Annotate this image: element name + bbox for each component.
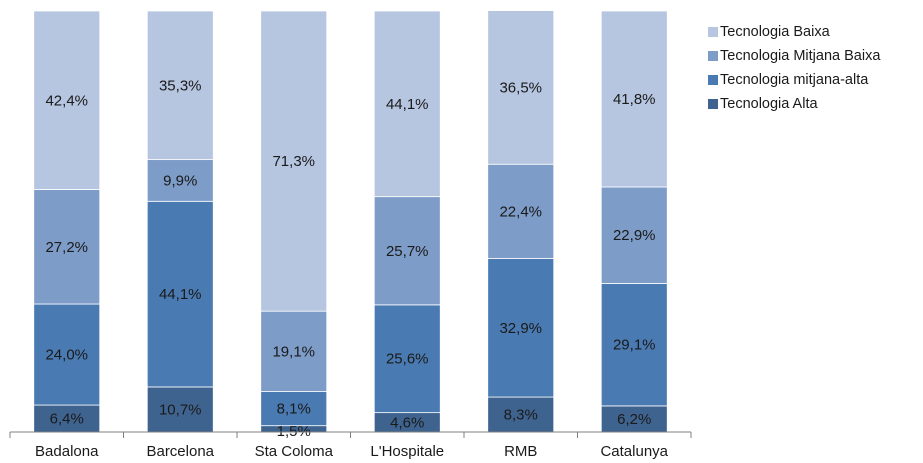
data-label: 36,5% [499, 79, 542, 96]
data-label: 44,1% [386, 96, 429, 113]
legend-label: Tecnologia Baixa [720, 24, 830, 40]
data-label: 27,2% [45, 239, 88, 256]
bar-segment-tecnologia-baixa [33, 10, 101, 190]
bar-segment-tecnologia-mitjana-alta [33, 303, 101, 406]
x-tick-label: Barcelona [146, 443, 214, 460]
bar-segment-tecnologia-mitjana-baixa [373, 196, 441, 306]
data-label: 42,4% [45, 92, 88, 109]
legend-item: Tecnologia Mitjana Baixa [708, 44, 880, 68]
legend-swatch [708, 51, 718, 61]
x-axis: Badalona Barcelona Sta Coloma L'Hospitale RM… [9, 431, 692, 460]
bar-segment-tecnologia-alta [600, 405, 668, 433]
bar-segment-tecnologia-mitjana-alta [373, 304, 441, 414]
data-label: 71,3% [272, 153, 315, 170]
data-label: 8,3% [504, 407, 538, 424]
data-label: 41,8% [613, 91, 656, 108]
data-label: 32,9% [499, 320, 542, 337]
data-label: 19,1% [272, 343, 315, 360]
x-tick-label: Badalona [35, 443, 99, 460]
data-label: 35,3% [159, 77, 202, 94]
bar-segment-tecnologia-mitjana-baixa [146, 159, 214, 202]
data-label: 22,4% [499, 203, 542, 220]
bar-segment-tecnologia-mitjana-alta [260, 391, 328, 427]
legend-swatch [708, 27, 718, 37]
bar-segment-tecnologia-alta [487, 396, 555, 433]
bar-segment-tecnologia-mitjana-baixa [260, 310, 328, 392]
data-label: 6,2% [617, 411, 651, 428]
legend: Tecnologia Baixa Tecnologia Mitjana Baixa… [708, 20, 880, 116]
legend-label: Tecnologia Mitjana Baixa [720, 48, 881, 64]
legend-swatch [708, 99, 718, 109]
x-tick-label: Catalunya [600, 443, 668, 460]
bar-segment-tecnologia-baixa [146, 10, 214, 161]
bar-segment-tecnologia-alta [146, 386, 214, 433]
x-tick-label: L'Hospitale [370, 443, 444, 460]
data-label: 24,0% [45, 347, 88, 364]
bar-segment-tecnologia-mitjana-baixa [600, 186, 668, 284]
bar-segment-tecnologia-mitjana-baixa [487, 163, 555, 259]
legend-label: Tecnologia Alta [720, 96, 818, 112]
bar-segment-tecnologia-alta [33, 404, 101, 433]
bars-group: 6,4%24,0%27,2%42,4%10,7%44,1%9,9%35,3%1,… [33, 10, 668, 440]
data-label: 4,6% [390, 414, 424, 431]
bar-segment-tecnologia-baixa [487, 10, 555, 165]
x-tick-label: Sta Coloma [255, 443, 334, 460]
data-label: 22,9% [613, 227, 656, 244]
bar-segment-tecnologia-mitjana-alta [146, 200, 214, 388]
bar-segment-tecnologia-baixa [260, 10, 328, 312]
bar-segment-tecnologia-baixa [373, 10, 441, 198]
legend-item: Tecnologia Alta [708, 92, 880, 116]
legend-item: Tecnologia mitjana-alta [708, 68, 880, 92]
data-label: 8,1% [277, 401, 311, 418]
data-label: 44,1% [159, 286, 202, 303]
data-label: 29,1% [613, 337, 656, 354]
data-label: 10,7% [159, 401, 202, 418]
x-tick-label: RMB [504, 443, 537, 460]
legend-item: Tecnologia Baixa [708, 20, 880, 44]
data-label: 25,7% [386, 243, 429, 260]
bar-segment-tecnologia-mitjana-alta [487, 258, 555, 398]
data-label: 9,9% [163, 172, 197, 189]
data-label: 6,4% [50, 411, 84, 428]
legend-swatch [708, 75, 718, 85]
bar-segment-tecnologia-mitjana-alta [600, 282, 668, 407]
data-label: 25,6% [386, 351, 429, 368]
legend-label: Tecnologia mitjana-alta [720, 72, 869, 88]
bar-segment-tecnologia-baixa [600, 10, 668, 188]
bar-segment-tecnologia-mitjana-baixa [33, 189, 101, 305]
